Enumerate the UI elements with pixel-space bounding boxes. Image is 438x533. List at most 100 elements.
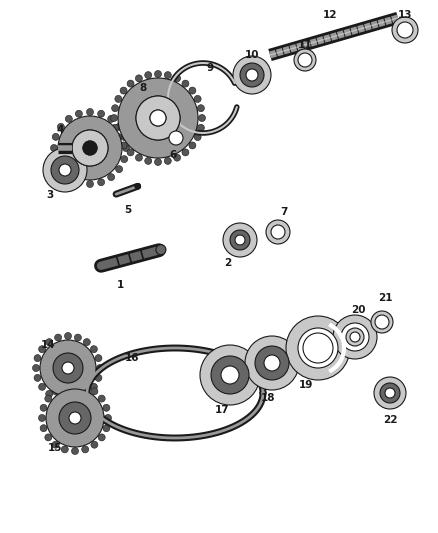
Circle shape (271, 225, 285, 239)
Circle shape (83, 415, 90, 422)
Circle shape (39, 383, 46, 390)
Circle shape (75, 179, 82, 185)
Circle shape (70, 355, 77, 362)
Circle shape (40, 340, 96, 396)
Circle shape (71, 403, 78, 410)
Text: 9: 9 (206, 63, 214, 73)
Circle shape (52, 441, 59, 448)
Circle shape (155, 158, 162, 166)
Circle shape (74, 334, 81, 341)
Circle shape (71, 382, 78, 389)
Circle shape (65, 115, 72, 123)
Circle shape (112, 124, 119, 131)
Circle shape (61, 446, 68, 453)
Circle shape (135, 75, 142, 82)
Circle shape (164, 71, 171, 78)
Circle shape (75, 110, 82, 117)
Circle shape (60, 415, 67, 422)
Circle shape (64, 397, 71, 403)
Circle shape (374, 377, 406, 409)
Circle shape (105, 415, 112, 422)
Circle shape (223, 223, 257, 257)
Circle shape (64, 333, 71, 340)
Circle shape (116, 123, 123, 131)
Circle shape (91, 388, 98, 395)
Circle shape (95, 354, 102, 361)
Circle shape (103, 425, 110, 432)
Circle shape (182, 80, 189, 87)
Circle shape (120, 142, 127, 149)
Circle shape (83, 141, 97, 155)
Circle shape (264, 355, 280, 371)
Circle shape (150, 110, 166, 126)
Circle shape (46, 338, 53, 345)
Circle shape (32, 365, 39, 372)
Text: 18: 18 (261, 393, 275, 403)
Circle shape (71, 448, 78, 455)
Text: 6: 6 (170, 150, 177, 160)
Text: 21: 21 (378, 293, 392, 303)
Circle shape (136, 96, 180, 140)
Circle shape (298, 328, 338, 368)
Circle shape (135, 154, 142, 161)
Circle shape (59, 164, 71, 176)
Circle shape (371, 311, 393, 333)
Text: 19: 19 (299, 380, 313, 390)
Circle shape (34, 374, 41, 382)
Text: 11: 11 (298, 40, 312, 50)
Circle shape (98, 110, 105, 117)
Circle shape (182, 149, 189, 156)
Circle shape (39, 346, 46, 353)
Circle shape (233, 56, 271, 94)
Text: 16: 16 (125, 353, 139, 363)
Circle shape (333, 315, 377, 359)
Circle shape (303, 333, 333, 363)
Circle shape (52, 133, 59, 140)
Circle shape (55, 334, 62, 341)
Circle shape (198, 115, 205, 122)
Circle shape (82, 446, 89, 453)
Circle shape (45, 395, 52, 402)
Circle shape (123, 144, 130, 151)
Circle shape (108, 115, 115, 123)
Circle shape (75, 365, 82, 372)
Circle shape (173, 75, 180, 82)
Circle shape (83, 141, 97, 155)
Text: 2: 2 (224, 258, 232, 268)
Circle shape (65, 174, 72, 181)
Circle shape (341, 323, 369, 351)
Circle shape (115, 95, 122, 102)
Circle shape (46, 390, 53, 398)
Circle shape (62, 362, 74, 374)
Circle shape (198, 124, 205, 131)
Circle shape (39, 415, 46, 422)
Circle shape (83, 390, 90, 398)
Circle shape (71, 426, 78, 433)
Circle shape (156, 245, 166, 255)
Circle shape (235, 235, 245, 245)
Circle shape (145, 71, 152, 78)
Circle shape (45, 434, 52, 441)
Circle shape (86, 109, 93, 116)
Circle shape (266, 220, 290, 244)
Text: 8: 8 (139, 83, 147, 93)
Circle shape (58, 116, 122, 180)
Circle shape (54, 365, 61, 372)
Circle shape (155, 70, 162, 77)
Text: 3: 3 (46, 190, 53, 200)
Circle shape (59, 402, 91, 434)
Circle shape (121, 156, 128, 163)
Circle shape (108, 174, 115, 181)
Circle shape (245, 336, 299, 390)
Circle shape (55, 395, 62, 402)
Circle shape (91, 441, 98, 448)
Circle shape (392, 17, 418, 43)
Text: 10: 10 (245, 50, 259, 60)
Circle shape (286, 316, 350, 380)
Circle shape (127, 80, 134, 87)
Circle shape (40, 425, 47, 432)
Circle shape (95, 374, 102, 382)
Circle shape (80, 406, 87, 414)
Text: 1: 1 (117, 280, 124, 290)
Circle shape (61, 383, 68, 390)
